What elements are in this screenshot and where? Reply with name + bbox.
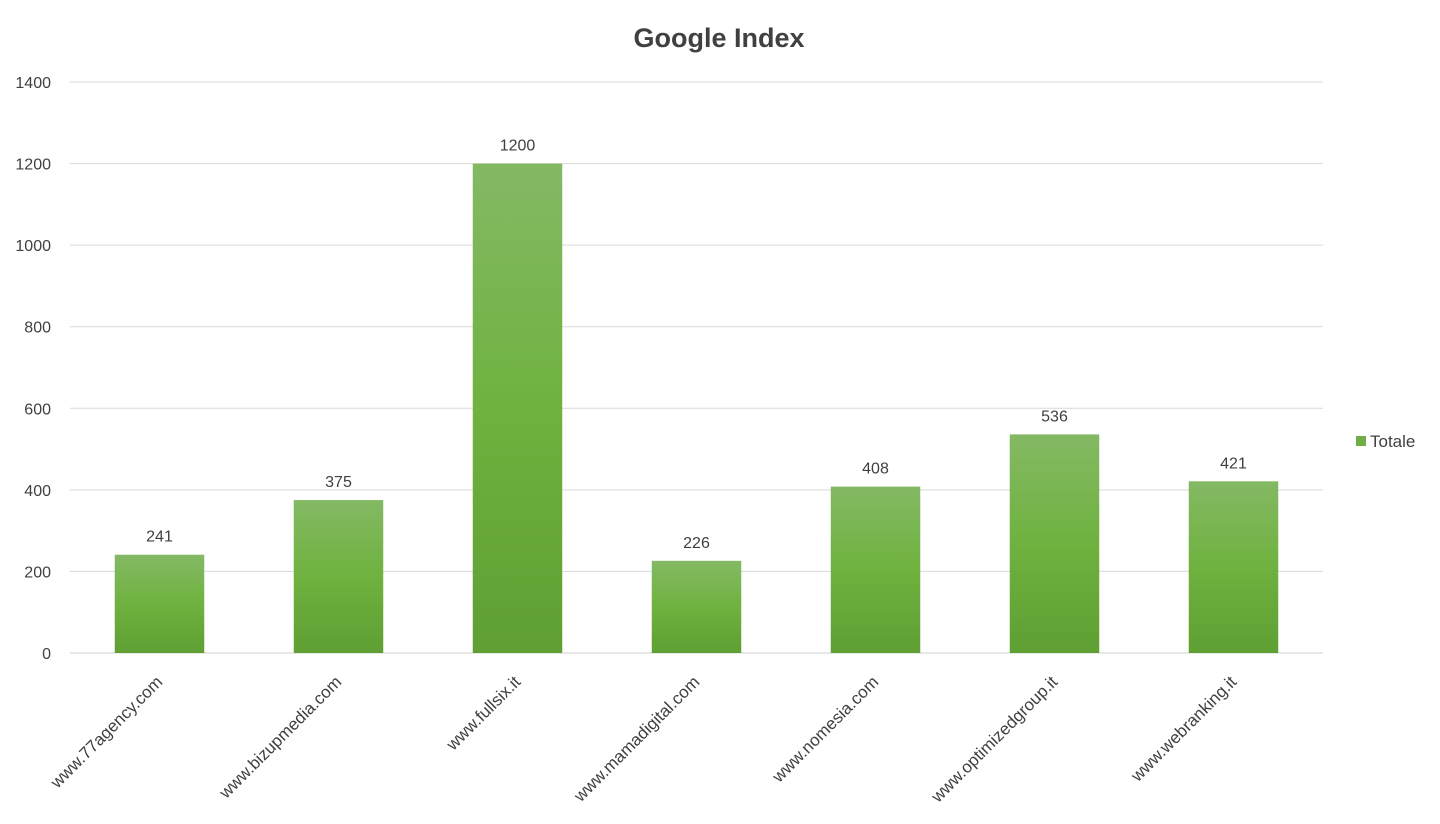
y-tick-label: 0 — [42, 646, 51, 663]
x-tick-label: www.fullsix.it — [442, 672, 524, 754]
data-label: 408 — [862, 461, 889, 478]
data-label: 241 — [146, 529, 173, 546]
data-label: 536 — [1041, 408, 1068, 425]
legend: Totale — [1356, 432, 1415, 451]
data-label: 1200 — [500, 138, 536, 155]
y-tick-label: 600 — [24, 401, 51, 418]
legend-swatch-totale — [1356, 436, 1366, 446]
x-tick-label: www.mamadigital.com — [570, 672, 704, 806]
legend-label-totale: Totale — [1370, 432, 1415, 451]
data-label: 421 — [1220, 455, 1247, 472]
x-tick-label: www.optimizedgroup.it — [927, 672, 1062, 807]
data-labels: 241 375 1200 226 408 536 421 — [146, 138, 1247, 552]
bars — [114, 163, 1279, 654]
x-tick-label: www.webranking.it — [1127, 672, 1241, 786]
data-label: 375 — [325, 474, 352, 491]
bar — [293, 500, 384, 653]
x-tick-label: www.nomesia.com — [768, 672, 882, 786]
y-tick-label: 1200 — [15, 157, 51, 174]
bar — [472, 163, 563, 654]
y-tick-label: 1000 — [15, 238, 51, 255]
bar — [651, 560, 742, 653]
x-axis: www.77agency.com www.bizupmedia.com www.fu… — [46, 672, 1240, 807]
bar — [1009, 434, 1100, 653]
chart-title: Google Index — [633, 23, 804, 53]
bar — [1188, 481, 1279, 653]
gridlines — [70, 81, 1323, 654]
y-tick-label: 200 — [24, 564, 51, 581]
y-tick-label: 800 — [24, 320, 51, 337]
bar — [830, 486, 921, 653]
y-axis: 0 200 400 600 800 1000 1200 1400 — [15, 75, 51, 663]
x-tick-label: www.bizupmedia.com — [215, 672, 345, 802]
data-label: 226 — [683, 535, 710, 552]
bar — [114, 554, 205, 653]
y-tick-label: 1400 — [15, 75, 51, 92]
x-tick-label: www.77agency.com — [46, 672, 166, 792]
y-tick-label: 400 — [24, 483, 51, 500]
